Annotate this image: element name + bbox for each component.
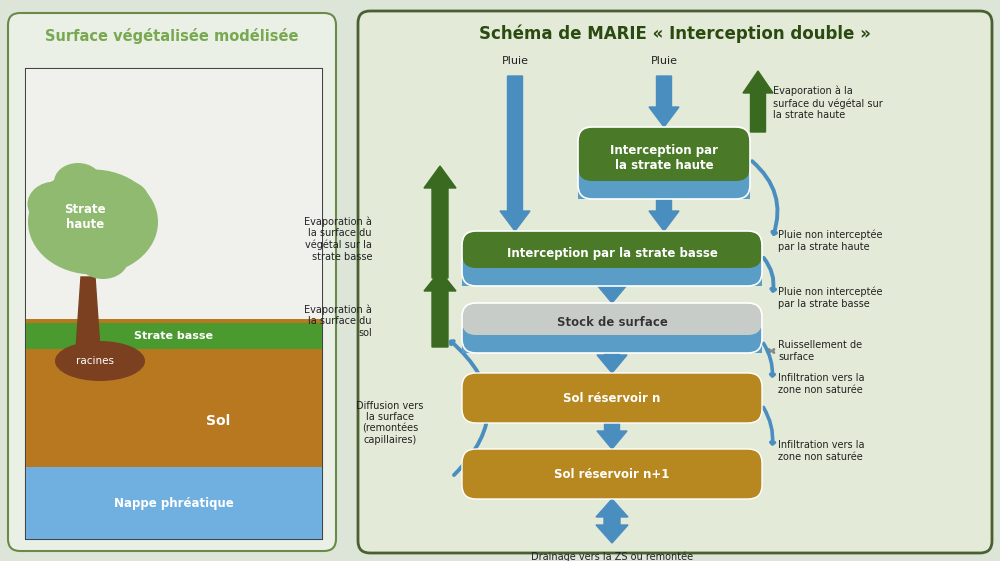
- Ellipse shape: [28, 182, 83, 227]
- Text: Diffusion vers
la surface
(remontées
capillaires): Diffusion vers la surface (remontées cap…: [356, 401, 424, 445]
- FancyBboxPatch shape: [462, 373, 762, 423]
- Text: Interception par
la strate haute: Interception par la strate haute: [610, 144, 718, 172]
- Bar: [462, 328, 762, 353]
- Polygon shape: [424, 166, 456, 278]
- Bar: [26, 467, 322, 539]
- Text: Drainage vers la ZS ou remontée
capillaires depuis la ZS: Drainage vers la ZS ou remontée capillai…: [531, 551, 693, 561]
- Text: Schéma de MARIE « Interception double »: Schéma de MARIE « Interception double »: [479, 25, 871, 43]
- Text: Strate basse: Strate basse: [134, 331, 214, 341]
- Ellipse shape: [78, 241, 128, 279]
- Bar: [578, 174, 750, 199]
- Ellipse shape: [97, 180, 149, 220]
- Ellipse shape: [28, 169, 158, 274]
- Polygon shape: [596, 499, 628, 543]
- Polygon shape: [743, 71, 773, 132]
- Bar: [26, 319, 322, 489]
- FancyBboxPatch shape: [462, 449, 762, 499]
- Bar: [26, 69, 322, 539]
- Text: Infiltration vers la
zone non saturée: Infiltration vers la zone non saturée: [778, 440, 864, 462]
- Polygon shape: [500, 76, 530, 231]
- Bar: [26, 69, 322, 319]
- Text: Pluie: Pluie: [650, 56, 678, 66]
- Polygon shape: [76, 277, 100, 349]
- Text: Strate
haute: Strate haute: [64, 203, 106, 231]
- Ellipse shape: [54, 163, 102, 201]
- Text: Infiltration vers la
zone non saturée: Infiltration vers la zone non saturée: [778, 373, 864, 395]
- FancyBboxPatch shape: [578, 127, 750, 181]
- Text: Nappe phréatique: Nappe phréatique: [114, 496, 234, 509]
- Ellipse shape: [55, 341, 145, 381]
- Text: Pluie: Pluie: [502, 56, 528, 66]
- Text: Stock de surface: Stock de surface: [557, 316, 667, 329]
- Text: Surface végétalisée modélisée: Surface végétalisée modélisée: [45, 28, 299, 44]
- Polygon shape: [597, 285, 627, 303]
- Bar: [26, 323, 322, 349]
- Polygon shape: [597, 353, 627, 373]
- Text: Pluie non interceptée
par la strate basse: Pluie non interceptée par la strate bass…: [778, 287, 883, 309]
- FancyBboxPatch shape: [462, 303, 762, 335]
- Text: Pluie non interceptée
par la strate haute: Pluie non interceptée par la strate haut…: [778, 230, 883, 252]
- Text: Evaporation à
la surface du
végétal sur la
strate basse: Evaporation à la surface du végétal sur …: [304, 216, 372, 262]
- Polygon shape: [649, 199, 679, 231]
- Text: Sol réservoir n: Sol réservoir n: [563, 392, 661, 404]
- Text: Evaporation à
la surface du
sol: Evaporation à la surface du sol: [304, 304, 372, 338]
- Text: racines: racines: [76, 356, 114, 366]
- Text: Stock de surface: Stock de surface: [557, 316, 667, 329]
- Text: Evaporation à la
surface du végétal sur
la strate haute: Evaporation à la surface du végétal sur …: [773, 86, 883, 120]
- FancyBboxPatch shape: [8, 13, 336, 551]
- FancyBboxPatch shape: [358, 11, 992, 553]
- FancyBboxPatch shape: [462, 231, 762, 268]
- Text: Sol réservoir n+1: Sol réservoir n+1: [554, 467, 670, 481]
- Polygon shape: [649, 76, 679, 127]
- Polygon shape: [597, 423, 627, 449]
- Text: Interception par la strate basse: Interception par la strate basse: [507, 247, 717, 260]
- Polygon shape: [424, 271, 456, 347]
- Bar: [462, 261, 762, 286]
- Text: Sol: Sol: [206, 414, 231, 428]
- Text: Ruissellement de
surface: Ruissellement de surface: [778, 340, 862, 362]
